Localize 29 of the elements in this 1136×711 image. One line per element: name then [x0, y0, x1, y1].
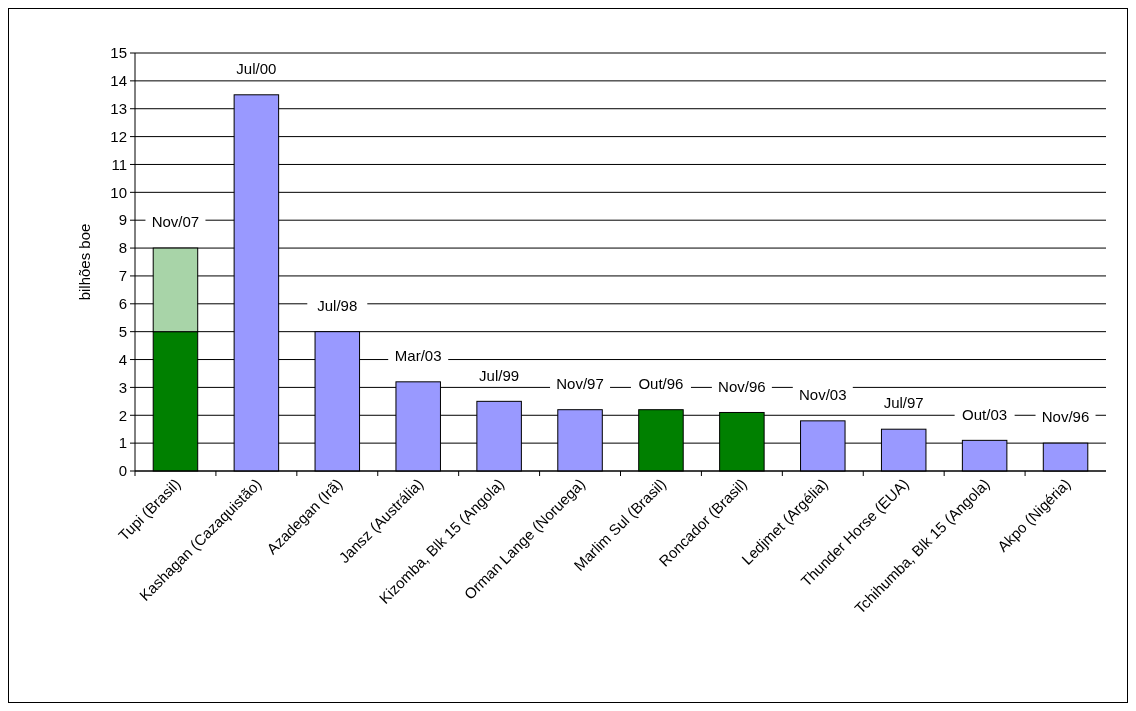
- y-tick-label: 8: [118, 239, 127, 257]
- y-tick-label: 10: [110, 183, 127, 201]
- annotation: Jul/99: [479, 366, 520, 384]
- annotation: Nov/96: [718, 377, 766, 395]
- y-tick-label: 4: [118, 350, 127, 368]
- y-tick-label: 7: [118, 267, 127, 285]
- y-tick-label: 1: [118, 434, 127, 452]
- y-tick-label: 2: [118, 406, 127, 424]
- annotation: Nov/96: [1041, 408, 1090, 426]
- annotation: Jul/97: [883, 394, 924, 412]
- annotation: Nov/97: [556, 374, 604, 392]
- y-tick-label: 12: [110, 127, 127, 145]
- y-tick-label: 6: [118, 295, 127, 313]
- y-tick-label: 14: [110, 72, 127, 90]
- annotation: Jul/98: [317, 296, 358, 314]
- y-tick-label: 15: [110, 44, 127, 62]
- annotation: Nov/03: [799, 386, 847, 404]
- y-tick-label: 11: [111, 155, 127, 173]
- annotation: Out/96: [638, 374, 684, 392]
- annotation: Out/03: [962, 405, 1008, 423]
- y-axis-title: bilhões boe: [76, 223, 93, 301]
- y-tick-label: 13: [110, 99, 127, 117]
- y-tick-label: 9: [118, 211, 127, 229]
- y-tick-label: 5: [118, 322, 127, 340]
- y-tick-label: 3: [118, 378, 127, 396]
- y-tick-label: 0: [118, 462, 127, 480]
- annotation: Nov/07: [151, 213, 200, 231]
- annotation: Mar/03: [394, 347, 442, 365]
- annotation: Jul/00: [236, 60, 277, 78]
